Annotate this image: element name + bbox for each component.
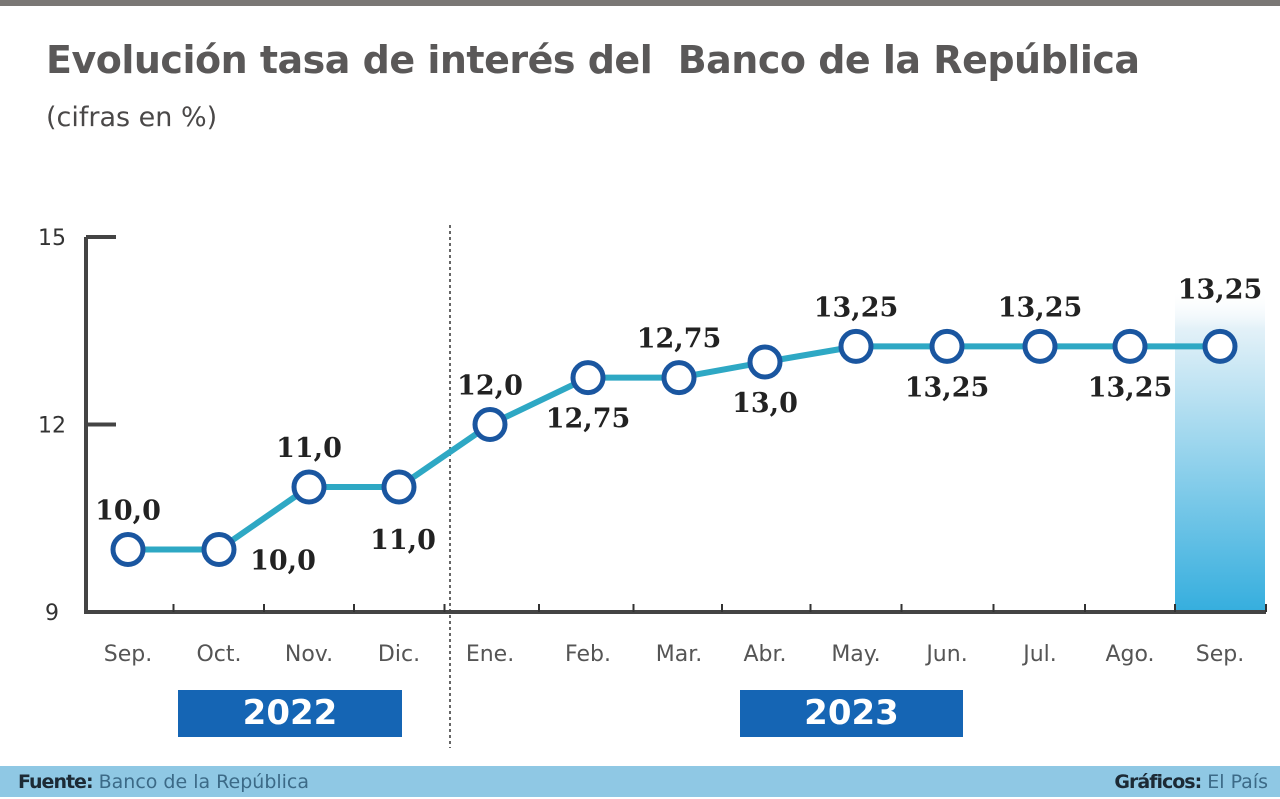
data-point-marker	[838, 328, 874, 364]
x-tick-label: Nov.	[285, 642, 333, 667]
data-label: 13,25	[998, 292, 1083, 323]
year-label-2022: 2022	[178, 690, 402, 737]
source-credit: Fuente: Banco de la República	[18, 766, 309, 799]
y-tick-label: 9	[45, 601, 59, 626]
x-tick-label: Jun.	[924, 642, 967, 667]
credit-value: El País	[1207, 771, 1268, 793]
data-point-marker	[201, 532, 237, 567]
x-tick-label: May.	[831, 642, 880, 667]
x-tick-label: Dic.	[378, 642, 420, 667]
chart-title: Evolución tasa de interés del Banco de l…	[46, 38, 1140, 82]
source-label: Fuente:	[18, 771, 94, 793]
year-label-2023: 2023	[740, 690, 963, 737]
data-label: 12,75	[637, 324, 722, 355]
data-label: 13,0	[732, 388, 798, 419]
data-label: 13,25	[905, 372, 990, 403]
data-point-marker	[110, 532, 146, 567]
data-point-marker	[472, 407, 508, 442]
data-point-marker	[747, 344, 783, 380]
credit-label: Gráficos:	[1114, 771, 1202, 793]
axes: 9 12 15	[38, 226, 1267, 626]
data-point-marker	[291, 469, 327, 505]
data-label: 12,0	[457, 371, 523, 402]
data-label: 11,0	[276, 433, 342, 464]
data-point-marker	[661, 360, 697, 396]
data-label: 11,0	[370, 525, 436, 556]
x-tick-label: Ago.	[1105, 642, 1154, 667]
x-tick-label: Feb.	[565, 642, 611, 667]
chart-subtitle: (cifras en %)	[46, 102, 218, 133]
x-tick-label: Abr.	[743, 642, 786, 667]
y-tick-label: 12	[38, 414, 66, 439]
top-border	[0, 0, 1280, 6]
x-tick-label: Sep.	[104, 642, 152, 667]
data-point-marker	[1202, 328, 1238, 364]
x-tick-label: Sep.	[1196, 642, 1244, 667]
y-tick-label: 15	[38, 226, 66, 251]
data-label: 13,25	[1178, 274, 1263, 305]
data-series: 10,0 10,0 11,0 11,0 12,0 12,75 12,75 13,0 13,25 1…	[95, 274, 1262, 576]
data-label: 13,25	[1088, 372, 1173, 403]
graphics-credit: Gráficos: El País	[1114, 766, 1268, 799]
data-label: 13,25	[814, 292, 899, 323]
data-point-marker	[1112, 328, 1148, 364]
data-label: 12,75	[546, 404, 631, 435]
data-label: 10,0	[95, 496, 161, 527]
x-tick-label: Mar.	[656, 642, 702, 667]
footer: Fuente: Banco de la República Gráficos: …	[0, 766, 1280, 797]
data-point-marker	[929, 328, 965, 364]
x-tick-label: Ene.	[466, 642, 514, 667]
source-value: Banco de la República	[98, 771, 310, 793]
data-label: 10,0	[250, 546, 316, 577]
data-point-marker	[381, 469, 417, 505]
data-point-marker	[1022, 328, 1058, 364]
x-tick-label: Oct.	[196, 642, 241, 667]
x-tick-label: Jul.	[1021, 642, 1057, 667]
data-point-marker	[570, 360, 606, 396]
x-axis-labels: Sep. Oct. Nov. Dic. Ene. Feb. Mar. Abr. May. Jun.…	[104, 642, 1244, 667]
